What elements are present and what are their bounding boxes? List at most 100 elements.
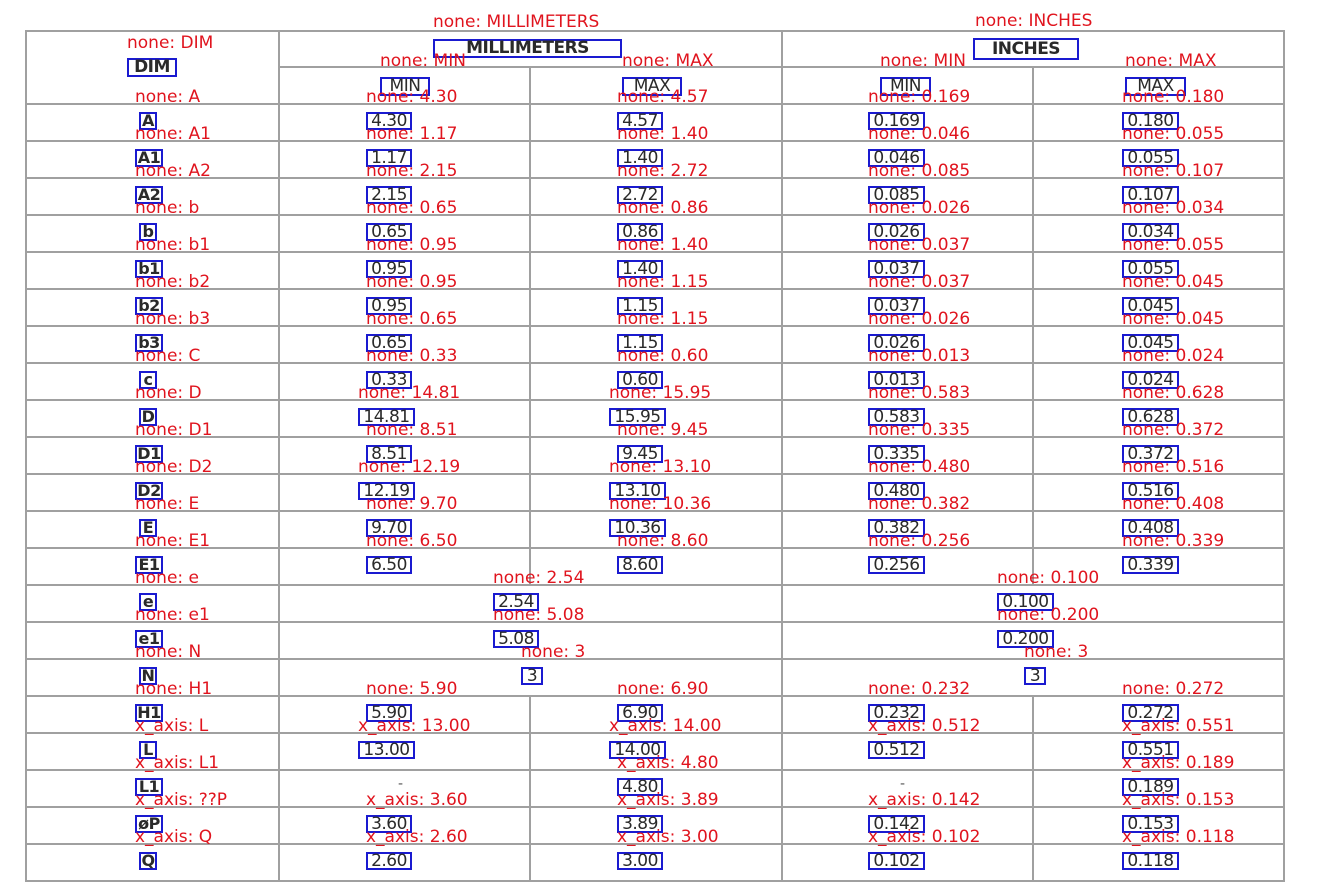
in-max-label: none: 0.372 — [1122, 420, 1225, 440]
mm-max-label: none: 6.90 — [617, 679, 709, 699]
in-min-value: 0.046 — [868, 149, 925, 167]
mm-min-max-divider — [529, 251, 531, 288]
mm-max-value: 3.89 — [617, 815, 663, 833]
mm-min-value: 4.30 — [366, 112, 412, 130]
mm-min-max-divider — [529, 214, 531, 251]
mm-min-header-label: none: MIN — [380, 51, 466, 71]
mm-min-value: 8.51 — [366, 445, 412, 463]
in-min-label: none: 0.169 — [868, 87, 971, 107]
in-max-value: 0.372 — [1122, 445, 1179, 463]
in-min-label: x_axis: 0.102 — [868, 827, 981, 847]
mm-min-label: none: 14.81 — [358, 383, 461, 403]
row-divider — [25, 547, 1283, 549]
mm-min-max-divider — [529, 66, 531, 103]
row-divider — [25, 288, 1283, 290]
mm-max-label: none: 2.72 — [617, 161, 709, 181]
mm-min-max-divider — [529, 843, 531, 880]
inches-header: INCHES — [973, 38, 1079, 60]
dim-label: none: e — [135, 568, 199, 588]
dim-l: L — [139, 741, 157, 759]
dim-column-divider — [278, 30, 280, 882]
row-divider — [25, 695, 1283, 697]
dim-p: øP — [135, 815, 163, 833]
row-divider — [25, 473, 1283, 475]
mm-min-max-divider — [529, 732, 531, 769]
row-divider — [25, 658, 1283, 660]
in-min-label: none: 0.085 — [868, 161, 971, 181]
in-max-label: x_axis: 0.551 — [1122, 716, 1235, 736]
dim-label: none: D — [135, 383, 202, 403]
row-divider — [25, 843, 1283, 845]
in-max-value: 0.055 — [1122, 149, 1179, 167]
dim-header: DIM — [127, 58, 177, 77]
dim-label: none: b — [135, 198, 200, 218]
mm-merged-value: 3 — [521, 667, 543, 685]
mm-merged-label: none: 3 — [521, 642, 586, 662]
in-max-value: 0.055 — [1122, 260, 1179, 278]
dim-label: none: A2 — [135, 161, 211, 181]
in-max-value: 0.107 — [1122, 186, 1179, 204]
row-divider — [25, 436, 1283, 438]
in-min-value: 0.037 — [868, 297, 925, 315]
mm-max-value: 10.36 — [609, 519, 666, 537]
mm-min-label: none: 6.50 — [366, 531, 458, 551]
in-merged-label: none: 0.200 — [997, 605, 1100, 625]
in-max-label: none: 0.516 — [1122, 457, 1225, 477]
mm-min-label: none: 5.90 — [366, 679, 458, 699]
header-divider — [278, 66, 1283, 68]
dim-h1: H1 — [135, 704, 163, 722]
in-min-label: x_axis: 0.512 — [868, 716, 981, 736]
mm-min-label: none: 12.19 — [358, 457, 461, 477]
mm-min-max-divider — [529, 695, 531, 732]
in-merged-value: 3 — [1024, 667, 1046, 685]
row-divider — [25, 584, 1283, 586]
dim-label: x_axis: L — [135, 716, 209, 736]
mm-max-value: 0.60 — [617, 371, 663, 389]
mm-min-max-divider — [529, 769, 531, 806]
in-min-label: none: 0.382 — [868, 494, 971, 514]
in-merged-label: none: 0.100 — [997, 568, 1100, 588]
in-min-max-divider — [1032, 251, 1034, 288]
in-min-max-divider — [1032, 806, 1034, 843]
mm-max-label: x_axis: 4.80 — [617, 753, 719, 773]
in-min-label: none: 0.026 — [868, 198, 971, 218]
in-min-value: 0.232 — [868, 704, 925, 722]
mm-max-value: 4.57 — [617, 112, 663, 130]
mm-max-value: 8.60 — [617, 556, 663, 574]
in-min-max-divider — [1032, 103, 1034, 140]
mm-max-value: 4.80 — [617, 778, 663, 796]
in-max-value: 0.045 — [1122, 297, 1179, 315]
in-min-header-label: none: MIN — [880, 51, 966, 71]
row-divider — [25, 362, 1283, 364]
in-min-max-divider — [1032, 214, 1034, 251]
mm-max-header-label: none: MAX — [622, 51, 714, 71]
empty-cell-dash: - — [900, 776, 906, 792]
header-bottom-line — [25, 103, 1283, 105]
mm-min-max-divider — [529, 436, 531, 473]
in-max-value: 0.045 — [1122, 334, 1179, 352]
in-min-value: 0.382 — [868, 519, 925, 537]
in-max-value: 0.551 — [1122, 741, 1179, 759]
in-merged-value: 0.200 — [997, 630, 1054, 648]
dim-c: c — [139, 371, 157, 389]
mm-max-value: 1.40 — [617, 149, 663, 167]
mm-min-value: 14.81 — [358, 408, 415, 426]
mm-max-value: 15.95 — [609, 408, 666, 426]
in-min-value: 0.085 — [868, 186, 925, 204]
mm-min-max-divider — [529, 140, 531, 177]
in-min-value: 0.480 — [868, 482, 925, 500]
mm-min-value: 0.95 — [366, 297, 412, 315]
in-min-label: none: 0.583 — [868, 383, 971, 403]
dim-e1: e1 — [135, 630, 163, 648]
mm-max-value: 13.10 — [609, 482, 666, 500]
table-border-left — [25, 30, 27, 882]
mm-max-label: none: 13.10 — [609, 457, 712, 477]
mm-min-label: x_axis: 13.00 — [358, 716, 471, 736]
in-min-label: none: 0.013 — [868, 346, 971, 366]
dim-label: none: D1 — [135, 420, 213, 440]
mm-max-label: none: 8.60 — [617, 531, 709, 551]
mm-min-value: 0.65 — [366, 223, 412, 241]
dim-d1: D1 — [135, 445, 163, 463]
dim-label: x_axis: ??P — [135, 790, 228, 810]
mm-max-label: none: 1.40 — [617, 124, 709, 144]
